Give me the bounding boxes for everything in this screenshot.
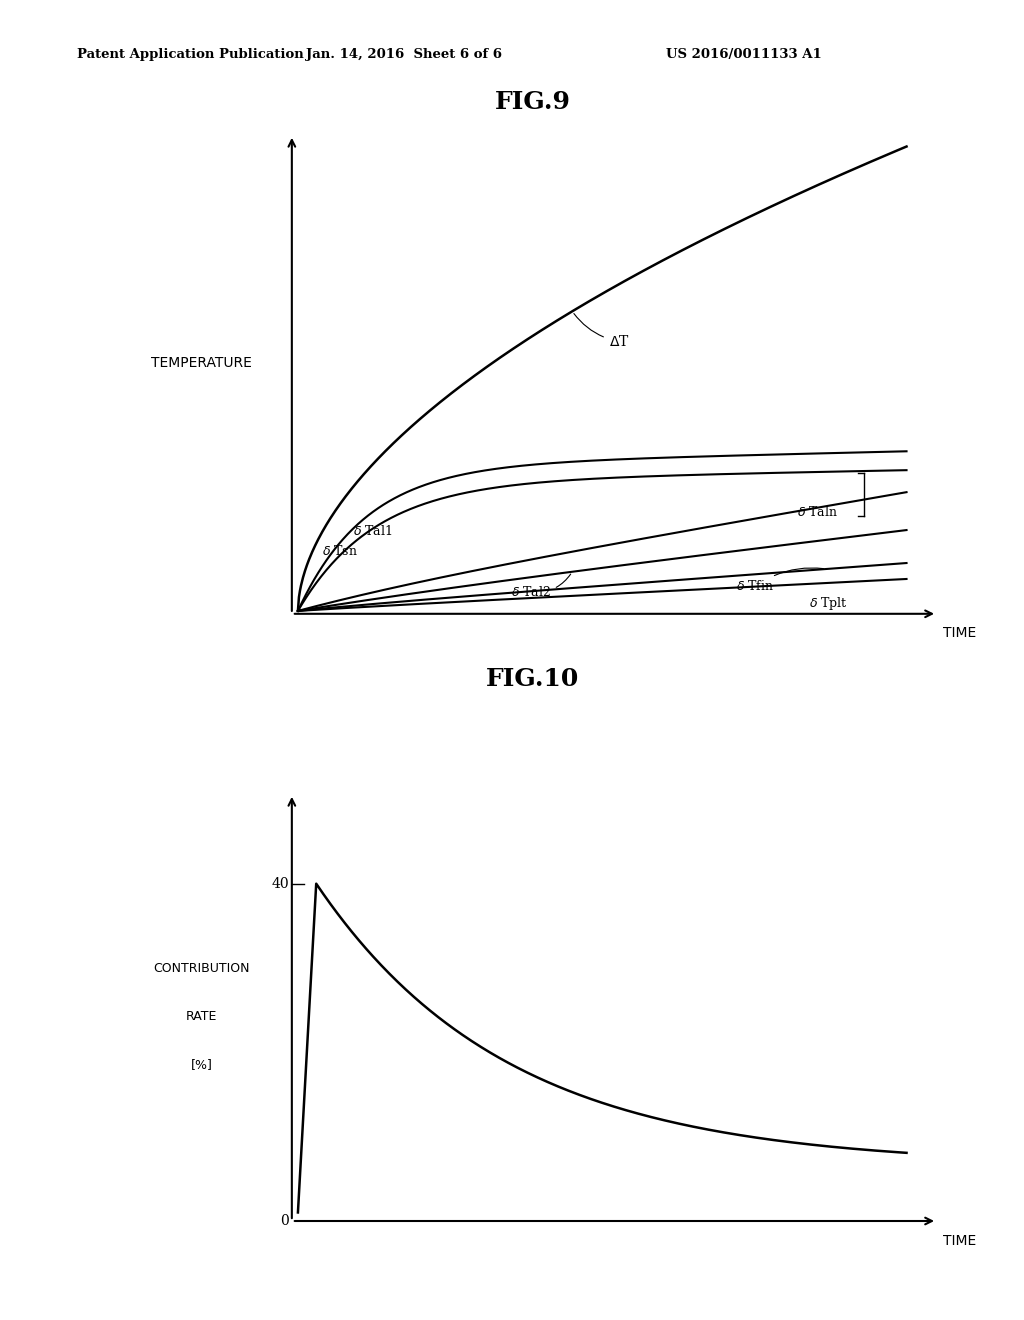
Text: FIG.9: FIG.9 [495,90,570,114]
Text: $\delta$ Tal2: $\delta$ Tal2 [511,574,570,599]
Text: $\delta$ Tsn: $\delta$ Tsn [323,544,358,557]
Text: $\Delta$T: $\Delta$T [573,314,630,348]
Text: Patent Application Publication: Patent Application Publication [77,48,303,61]
Text: [%]: [%] [190,1057,212,1071]
Text: CONTRIBUTION: CONTRIBUTION [154,962,250,975]
Text: TEMPERATURE: TEMPERATURE [152,356,252,371]
Text: FIG.10: FIG.10 [485,667,580,690]
Text: Jan. 14, 2016  Sheet 6 of 6: Jan. 14, 2016 Sheet 6 of 6 [306,48,503,61]
Text: 40: 40 [271,876,289,891]
Text: RATE: RATE [185,1010,217,1023]
Text: $\delta$ Tfin: $\delta$ Tfin [736,568,823,594]
Text: US 2016/0011133 A1: US 2016/0011133 A1 [666,48,821,61]
Text: TIME: TIME [943,626,977,640]
Text: 0: 0 [280,1214,289,1228]
Text: $\delta$ Taln: $\delta$ Taln [797,504,838,519]
Text: $\delta$ Tal1: $\delta$ Tal1 [352,524,392,539]
Text: $\delta$ Tplt: $\delta$ Tplt [809,595,848,612]
Text: TIME: TIME [943,1234,977,1249]
